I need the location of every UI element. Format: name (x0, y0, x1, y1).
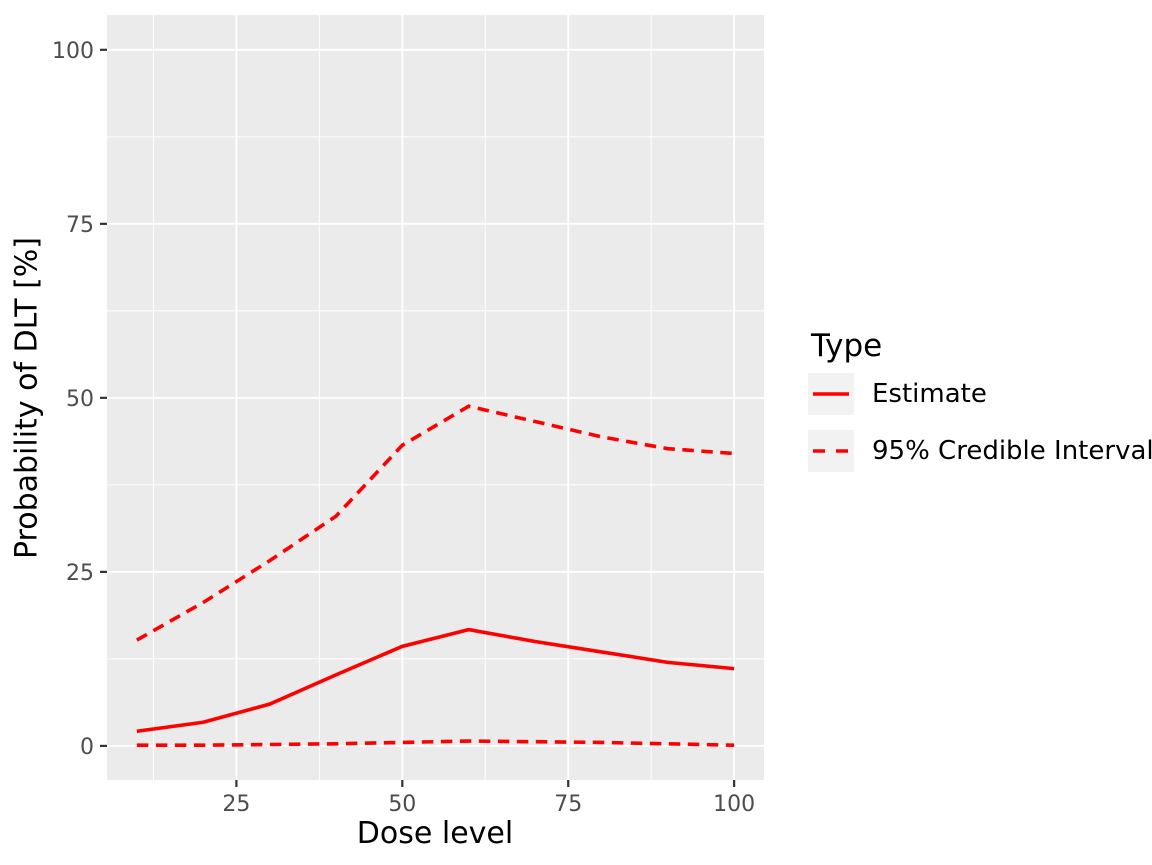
y-tick-label: 0 (80, 735, 94, 760)
credible-interval-lower-line (136, 739, 735, 747)
estimate-line (136, 627, 735, 734)
y-tick-label: 50 (66, 387, 94, 412)
legend-item-credible-interval: 95% Credible Interval (808, 430, 1152, 473)
legend-label-credible-interval: 95% Credible Interval (872, 436, 1152, 467)
solid-line-key-icon (808, 373, 854, 416)
legend: Type Estimate 95% Credible Interval (808, 329, 1152, 487)
y-tick-label: 25 (66, 561, 94, 586)
x-tick-label: 50 (388, 792, 416, 817)
x-tick-label: 25 (222, 792, 250, 817)
y-axis-title: Probability of DLT [%] (9, 236, 45, 560)
legend-title: Type (811, 328, 883, 364)
credible-interval-upper-line (135, 404, 735, 642)
dashed-line-key-icon (808, 430, 854, 473)
legend-label-estimate: Estimate (872, 379, 987, 410)
y-tick-label: 75 (66, 213, 94, 238)
x-tick-label: 100 (713, 792, 755, 817)
x-axis-title: Dose level (356, 816, 514, 851)
legend-item-estimate: Estimate (808, 373, 1152, 416)
x-tick-label: 75 (554, 792, 582, 817)
y-tick-label: 100 (52, 39, 94, 64)
